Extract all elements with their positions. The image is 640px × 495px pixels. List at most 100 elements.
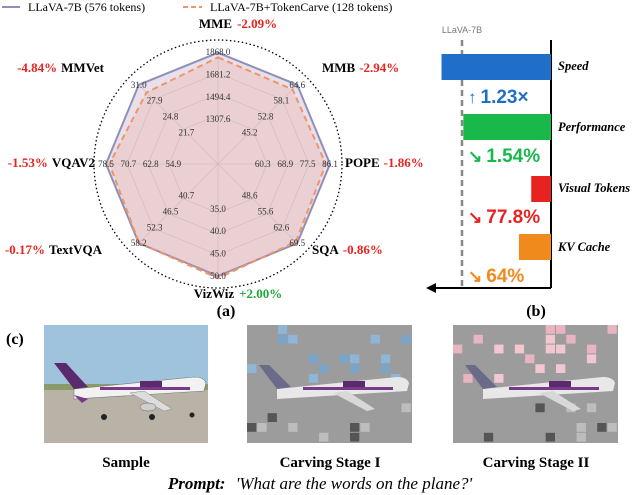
- radar-outer-circle: [93, 39, 343, 289]
- retained-patch: [545, 325, 555, 334]
- radar-axis-name: VQAV2: [52, 155, 95, 170]
- retained-patch: [586, 403, 597, 413]
- radar-axis-name: MMB: [322, 60, 356, 75]
- bar-category-label: Speed: [558, 59, 589, 73]
- radar-spoke: [217, 84, 298, 165]
- panel-b-caption: (b): [526, 303, 546, 320]
- bar-annotation-value: 64%: [486, 266, 524, 287]
- radar-tick-label: 27.9: [147, 96, 163, 106]
- retained-patch: [545, 344, 555, 354]
- radar-axis-label: -4.84% MMVet: [17, 60, 105, 75]
- radar-axis-label: SQA -0.86%: [312, 242, 383, 257]
- legend: LLaVA-7B (576 tokens) LLaVA-7B+TokenCarv…: [2, 0, 392, 14]
- radar-tick-label: 77.5: [300, 159, 316, 169]
- retained-patch: [370, 334, 380, 344]
- radar-delta: -0.17%: [5, 242, 45, 257]
- bar-annotation-arrow-icon: ↘: [468, 208, 482, 227]
- carving-stage-2-label: Carving Stage II: [483, 455, 590, 471]
- retained-patch: [473, 334, 483, 344]
- retained-patch: [247, 423, 257, 432]
- radar-axis-label: MME -2.09%: [199, 16, 277, 31]
- retained-patch: [277, 334, 288, 344]
- radar-tick-label: 1868.0: [206, 47, 231, 57]
- radar-tick-label: 62.6: [273, 222, 289, 232]
- retained-patch: [483, 432, 494, 442]
- retained-patch: [350, 364, 360, 373]
- reference-label: LLaVA-7B: [442, 25, 482, 35]
- radar-tick-label: 68.9: [277, 159, 293, 169]
- radar-tick-label: 45.2: [242, 127, 258, 137]
- radar-axis-name: TextVQA: [49, 242, 103, 257]
- radar-series-tokencarve: [108, 56, 327, 280]
- radar-axis-name: SQA: [312, 242, 339, 257]
- retained-patch: [556, 344, 566, 354]
- radar-spoke: [138, 84, 219, 165]
- carving-stage-1-label: Carving Stage I: [280, 455, 381, 471]
- bar-kv-cache: [518, 234, 551, 260]
- retained-patch: [545, 334, 555, 344]
- retained-patch: [350, 354, 360, 364]
- panel-a-caption: (a): [217, 303, 236, 320]
- bar-annotation-arrow-icon: ↑: [468, 88, 477, 107]
- bar-annotation: ↘ 1.54%: [468, 146, 540, 167]
- bar-category-label: KV Cache: [557, 240, 611, 254]
- radar-delta: +2.00%: [239, 286, 282, 301]
- radar-spoke: [138, 163, 219, 244]
- radar-axis-name: POPE: [345, 155, 380, 170]
- retained-patch: [535, 403, 545, 413]
- retained-patch: [586, 354, 597, 364]
- radar-tick-label: 1307.6: [206, 114, 231, 124]
- radar-axis-name: VizWiz: [194, 286, 235, 301]
- retained-patch: [514, 344, 525, 354]
- radar-tick-label: 86.1: [322, 159, 338, 169]
- sample-image: [44, 325, 208, 443]
- retained-patch: [308, 374, 319, 383]
- retained-patch: [597, 423, 607, 432]
- retained-patch: [535, 364, 545, 373]
- sample-label: Sample: [102, 455, 150, 471]
- radar-tick-label: 1681.2: [206, 69, 231, 79]
- radar-delta: -0.86%: [343, 242, 383, 257]
- retained-patch: [556, 364, 566, 373]
- legend-label-baseline: LLaVA-7B (576 tokens): [28, 0, 145, 14]
- bar-annotation-value: 1.23×: [481, 87, 529, 108]
- radar-tick-label: 64.6: [289, 80, 305, 90]
- retained-patch: [247, 364, 257, 373]
- prompt-line: Prompt: 'What are the words on the plane…: [167, 474, 473, 493]
- retained-patch: [360, 423, 370, 432]
- radar-tick-label: 52.3: [147, 222, 163, 232]
- radar-tick-label: 70.7: [121, 159, 137, 169]
- radar-axis-label: -0.17% TextVQA: [5, 242, 103, 257]
- radar-series-baseline: [104, 51, 332, 278]
- retained-patch: [319, 432, 329, 442]
- radar-tick-label: 48.6: [242, 191, 258, 201]
- retained-patch: [339, 354, 349, 364]
- radar-tick-label: 54.9: [165, 159, 181, 169]
- bar-speed: [441, 54, 551, 80]
- legend-label-tokencarve: LLaVA-7B+TokenCarve (128 tokens): [210, 0, 392, 14]
- radar-delta: -2.94%: [359, 60, 399, 75]
- retained-patch: [257, 423, 267, 432]
- retained-patch: [494, 344, 504, 354]
- radar-axis-label: -1.53% VQAV2: [8, 155, 95, 170]
- bar-category-label: Performance: [558, 120, 626, 134]
- radar-tick-label: 40.7: [178, 191, 194, 201]
- retained-patch: [556, 325, 566, 334]
- retained-patch: [401, 403, 411, 413]
- radar-tick-label: 46.5: [163, 207, 179, 217]
- bar-annotation-arrow-icon: ↘: [468, 147, 482, 166]
- retained-patch: [319, 364, 329, 373]
- radar-delta: -1.53%: [8, 155, 48, 170]
- bar-annotation-arrow-icon: ↘: [468, 267, 482, 286]
- radar-tick-label: 1494.4: [206, 92, 231, 102]
- retained-patch: [545, 432, 555, 442]
- retained-patch: [566, 334, 576, 344]
- retained-patch: [350, 423, 360, 432]
- carving-stage-2-image: [453, 325, 618, 443]
- radar-tick-label: 58.2: [131, 238, 147, 248]
- radar-chart: 1307.6 1494.4 1681.2 1868.0 45.252.8 58.164.6…: [5, 16, 424, 301]
- prompt-text: 'What are the words on the plane?': [236, 474, 473, 493]
- radar-tick-label: 60.3: [255, 159, 271, 169]
